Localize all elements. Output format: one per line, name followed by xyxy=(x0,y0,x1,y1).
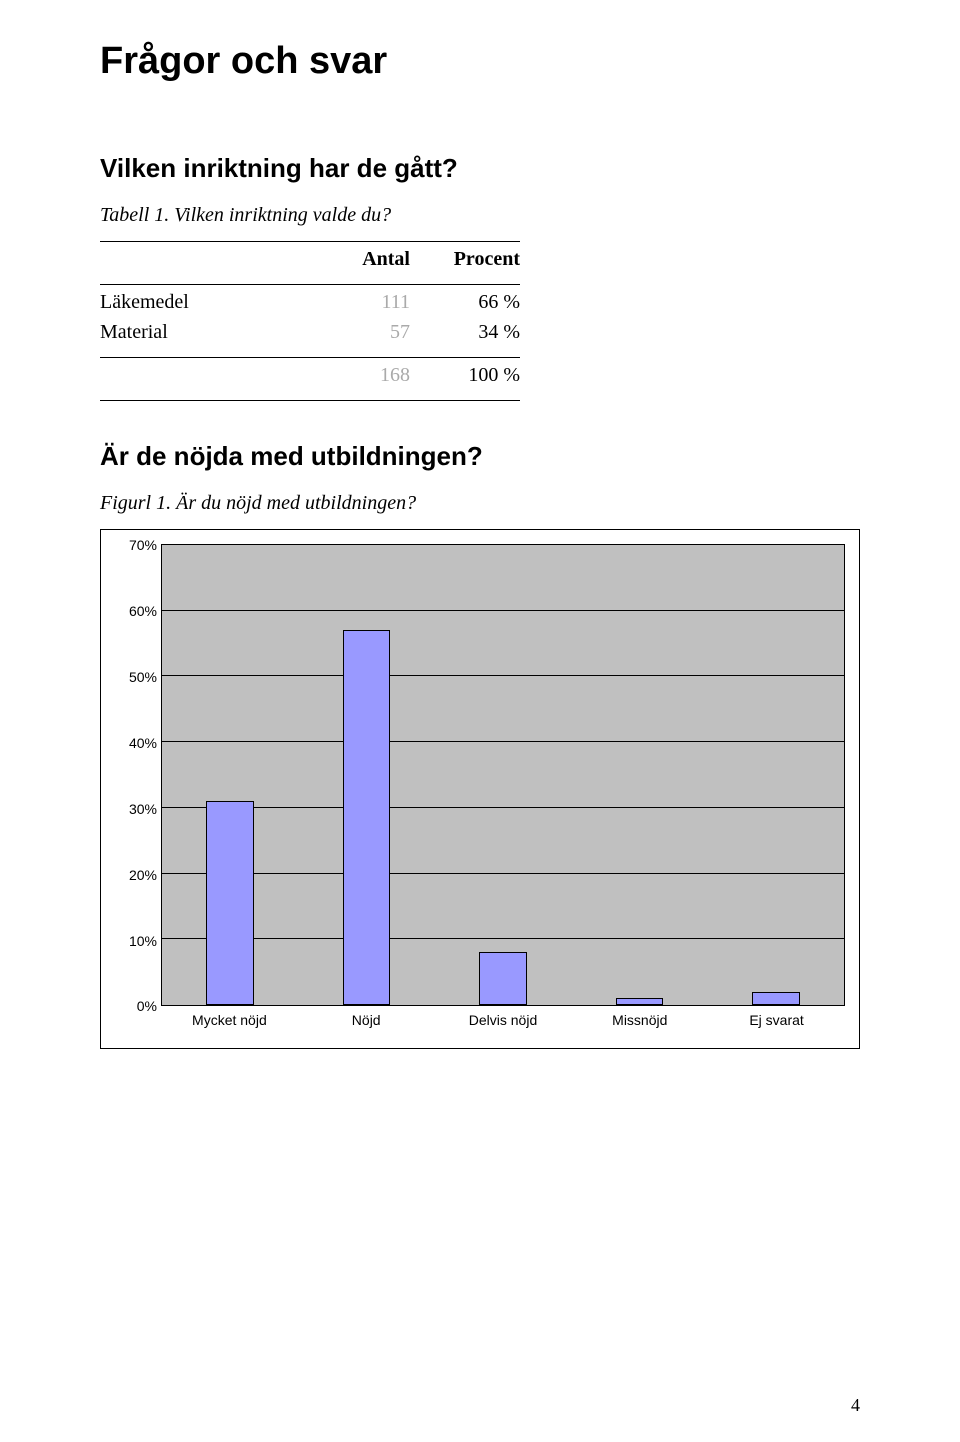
chart-bar xyxy=(752,992,800,1005)
table-header-antal: Antal xyxy=(320,248,410,271)
y-tick-label: 20% xyxy=(115,874,161,940)
table-total-procent: 100 % xyxy=(410,364,520,387)
chart-caption: Figurl 1. Är du nöjd med utbildningen? xyxy=(100,492,860,515)
section-heading-2: Är de nöjda med utbildningen? xyxy=(100,441,860,472)
table-cell-procent: 66 % xyxy=(410,291,520,314)
page-title: Frågor och svar xyxy=(100,40,860,83)
table-total-antal: 168 xyxy=(320,364,410,387)
x-tick-label: Ej svarat xyxy=(708,1006,845,1034)
chart: 70%60%50%40%30%20%10%0%Mycket nöjdNöjdDe… xyxy=(100,529,860,1049)
x-tick-label: Mycket nöjd xyxy=(161,1006,298,1034)
y-tick-label: 30% xyxy=(115,808,161,874)
y-tick-label: 50% xyxy=(115,676,161,742)
table-cell-label: Material xyxy=(100,321,320,344)
y-tick-label: 60% xyxy=(115,610,161,676)
x-tick-label: Missnöjd xyxy=(571,1006,708,1034)
table-header-procent: Procent xyxy=(410,248,520,271)
section-heading-1: Vilken inriktning har de gått? xyxy=(100,153,860,184)
x-tick-label: Delvis nöjd xyxy=(435,1006,572,1034)
y-tick-label: 0% xyxy=(137,998,157,1014)
table-cell-procent: 34 % xyxy=(410,321,520,344)
chart-bar xyxy=(206,801,254,1005)
chart-plot-area xyxy=(161,544,845,1006)
table: Antal Procent Läkemedel 111 66 % Materia… xyxy=(100,241,520,401)
y-tick-label: 10% xyxy=(115,940,161,1006)
chart-bar xyxy=(616,998,664,1005)
table-cell-antal: 111 xyxy=(320,291,410,314)
y-tick-label: 40% xyxy=(115,742,161,808)
table-row: Material 57 34 % xyxy=(100,321,520,351)
table-caption: Tabell 1. Vilken inriktning valde du? xyxy=(100,204,860,227)
table-total-row: 168 100 % xyxy=(100,364,520,394)
chart-bar xyxy=(343,630,391,1005)
x-tick-label: Nöjd xyxy=(298,1006,435,1034)
table-row: Läkemedel 111 66 % xyxy=(100,291,520,321)
y-tick-label: 70% xyxy=(115,544,161,610)
page-number: 4 xyxy=(851,1395,860,1416)
table-cell-antal: 57 xyxy=(320,321,410,344)
table-cell-label: Läkemedel xyxy=(100,291,320,314)
chart-bar xyxy=(479,952,527,1005)
